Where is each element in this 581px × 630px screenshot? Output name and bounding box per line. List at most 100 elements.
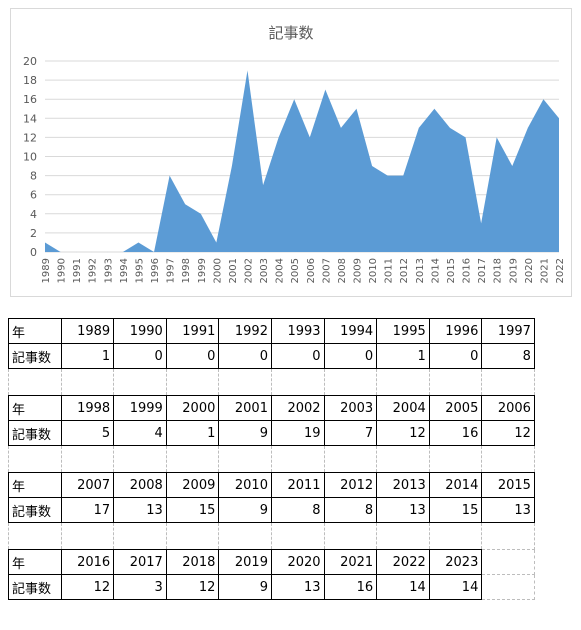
year-cell: 1990 (113, 318, 167, 344)
count-cell: 8 (270, 497, 325, 523)
count-row-label: 記事数 (8, 574, 62, 600)
year-row: 年 2016 2017 2018 2019 2020 2021 2022 2023 (8, 549, 535, 575)
year-row: 年 1998 1999 2000 2001 2002 2003 2004 2005 2006 (8, 395, 535, 421)
count-cell: 16 (323, 574, 378, 600)
count-cell: 9 (218, 420, 272, 446)
spacer-cell (481, 445, 535, 473)
count-cell: 12 (165, 574, 220, 600)
x-tick-label: 1993 (103, 258, 114, 283)
area-series (45, 70, 559, 252)
count-cell: 8 (323, 497, 378, 523)
spacer-cell (376, 522, 430, 550)
spacer-cell (323, 445, 378, 473)
year-row: 年 1989 1990 1991 1992 1993 1994 1995 1996 1997 (8, 318, 535, 344)
count-cell: 9 (218, 497, 272, 523)
empty-cell (481, 574, 535, 600)
year-cell: 2017 (113, 549, 167, 575)
count-cell: 0 (323, 343, 378, 369)
count-cell: 0 (270, 343, 325, 369)
year-cell: 2008 (113, 472, 167, 498)
spacer-cell (218, 368, 272, 396)
x-tick-label: 2001 (228, 258, 239, 283)
y-tick-label: 18 (23, 74, 37, 87)
x-tick-label: 2019 (508, 258, 519, 283)
count-cell: 1 (376, 343, 430, 369)
x-tick-label: 1991 (72, 258, 83, 283)
year-cell: 1992 (218, 318, 272, 344)
x-tick-label: 2018 (493, 258, 504, 283)
spacer-cell (60, 368, 115, 396)
y-tick-label: 14 (23, 112, 37, 125)
x-tick-label: 2017 (477, 258, 488, 283)
year-cell: 2010 (218, 472, 272, 498)
year-cell: 1989 (60, 318, 115, 344)
year-cell: 1991 (165, 318, 220, 344)
spacer-cell (165, 368, 220, 396)
year-cell: 1996 (428, 318, 483, 344)
spacer-cell (60, 522, 115, 550)
y-tick-label: 4 (30, 208, 37, 221)
x-tick-label: 2010 (368, 258, 379, 283)
year-cell: 2000 (165, 395, 220, 421)
year-cell: 2007 (60, 472, 115, 498)
year-cell: 2018 (165, 549, 220, 575)
x-tick-label: 2008 (337, 258, 348, 283)
spacer-cell (8, 445, 62, 473)
spacer-cell (8, 368, 62, 396)
y-tick-label: 8 (30, 170, 37, 183)
count-row: 記事数 12 3 12 9 13 16 14 14 (8, 574, 535, 600)
spacer-cell (218, 445, 272, 473)
x-tick-label: 2000 (212, 258, 223, 283)
count-row-label: 記事数 (8, 420, 62, 446)
spacer-row (8, 368, 535, 396)
x-tick-label: 1997 (166, 258, 177, 283)
x-tick-label: 2009 (353, 258, 364, 283)
spacer-cell (323, 522, 378, 550)
spacer-cell (376, 368, 430, 396)
spacer-cell (113, 445, 167, 473)
x-tick-label: 2004 (275, 258, 286, 283)
count-cell: 8 (481, 343, 535, 369)
count-cell: 9 (218, 574, 272, 600)
count-row-label: 記事数 (8, 497, 62, 523)
chart-area: 記事数 0 2 4 6 8 10 12 14 16 18 20 1989 1990 1991 1992 199… (10, 8, 572, 297)
x-tick-label: 2015 (446, 258, 457, 283)
x-tick-label: 2013 (415, 258, 426, 283)
spacer-cell (165, 522, 220, 550)
count-cell: 14 (428, 574, 483, 600)
year-row-label: 年 (8, 549, 62, 575)
spacer-cell (113, 522, 167, 550)
spacer-cell (428, 368, 483, 396)
x-tick-label: 2007 (321, 258, 332, 283)
year-cell: 2015 (481, 472, 535, 498)
count-cell: 13 (270, 574, 325, 600)
count-cell: 13 (481, 497, 535, 523)
year-cell: 2023 (428, 549, 483, 575)
spacer-cell (113, 368, 167, 396)
spacer-cell (481, 368, 535, 396)
spacer-cell (428, 445, 483, 473)
x-tick-label: 2021 (539, 258, 550, 283)
count-row: 記事数 5 4 1 9 19 7 12 16 12 (8, 420, 535, 446)
y-tick-label: 20 (23, 55, 37, 68)
chart-title: 記事数 (268, 24, 314, 42)
count-cell: 19 (270, 420, 325, 446)
x-tick-label: 1999 (197, 258, 208, 283)
year-cell: 2009 (165, 472, 220, 498)
y-tick-label: 16 (23, 93, 37, 106)
year-cell: 2004 (376, 395, 430, 421)
x-tick-label: 1989 (41, 258, 52, 283)
year-cell: 1994 (323, 318, 378, 344)
year-cell: 1999 (113, 395, 167, 421)
year-cell: 2022 (376, 549, 430, 575)
count-cell: 12 (60, 574, 115, 600)
x-tick-label: 2003 (259, 258, 270, 283)
x-tick-label: 2020 (524, 258, 535, 283)
count-cell: 12 (481, 420, 535, 446)
spacer-cell (323, 368, 378, 396)
count-cell: 4 (113, 420, 167, 446)
year-row-label: 年 (8, 472, 62, 498)
x-tick-label: 2006 (306, 258, 317, 283)
year-cell: 1995 (376, 318, 430, 344)
y-tick-label: 0 (30, 246, 37, 259)
